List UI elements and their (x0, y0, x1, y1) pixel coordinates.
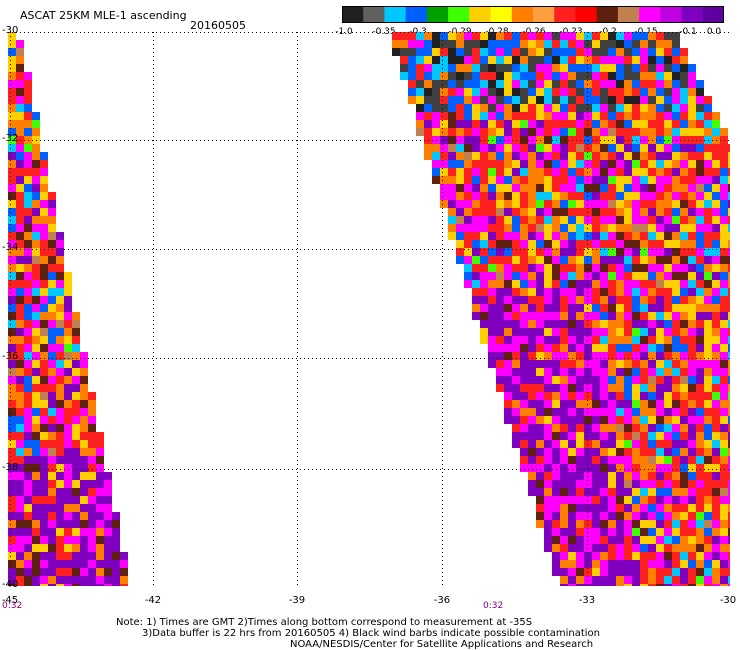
map-canvas (8, 32, 730, 586)
colorbar-swatch (660, 6, 683, 23)
footnote-line-3: NOAA/NESDIS/Center for Satellite Applica… (290, 639, 594, 650)
colorbar-swatch (596, 6, 619, 23)
lat-label: -34 (2, 242, 19, 253)
lon-label: -33 (578, 595, 596, 606)
colorbar-swatch (405, 6, 428, 23)
lon-label: -39 (288, 595, 306, 606)
colorbar-swatch (469, 6, 492, 23)
lat-label: -38 (2, 462, 19, 473)
lon-label: -36 (433, 595, 451, 606)
colorbar-swatch (426, 6, 449, 23)
colorbar-swatch (363, 6, 385, 23)
colorbar-swatch (533, 6, 555, 23)
lon-label: -30 (719, 595, 737, 606)
lon-label: -45 (1, 595, 19, 606)
swath-time-label: 0:32 (2, 601, 23, 611)
colorbar-swatch (342, 6, 364, 23)
colorbar-swatch (490, 6, 513, 23)
colorbar-label: 0.0 (706, 27, 722, 37)
colorbar-swatch (554, 6, 576, 23)
colorbar-swatch (617, 6, 640, 23)
footnote-line-1: Note: 1) Times are GMT 2)Times along bot… (116, 617, 533, 628)
colorbar-swatch (639, 6, 661, 23)
colorbar (342, 6, 724, 23)
lat-label: -30 (2, 25, 19, 36)
colorbar-swatch (575, 6, 598, 23)
lat-label: -32 (2, 133, 19, 144)
colorbar-border (342, 6, 724, 23)
lat-label: -36 (2, 351, 19, 362)
colorbar-swatch (448, 6, 470, 23)
lon-label: -42 (144, 595, 162, 606)
swath-time-label: 0:32 (483, 601, 504, 611)
footnote-line-2: 3)Data buffer is 22 hrs from 20160505 4)… (142, 628, 600, 639)
colorbar-swatch (384, 6, 407, 23)
lat-label: -40 (2, 579, 19, 590)
map-title: ASCAT 25KM MLE-1 ascending (20, 9, 187, 22)
colorbar-swatch (681, 6, 704, 23)
map-date: 20160505 (190, 19, 246, 32)
lat-lon-grid (8, 32, 730, 586)
colorbar-swatch (702, 6, 724, 23)
colorbar-swatch (511, 6, 534, 23)
swath-cells (8, 32, 730, 586)
